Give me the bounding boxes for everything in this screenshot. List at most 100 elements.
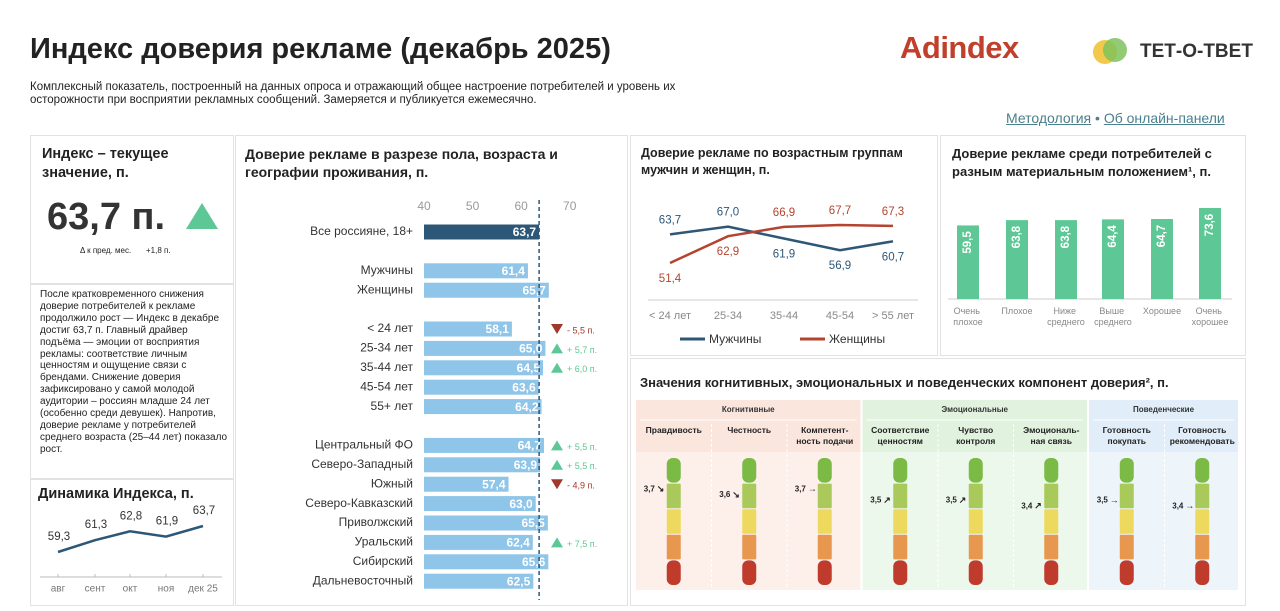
y-tick-label: Дальневосточный bbox=[313, 573, 413, 587]
thermometer-segment bbox=[666, 458, 681, 483]
thermometer-segment bbox=[1195, 509, 1210, 534]
chart-title: Доверие рекламе в разрезе пола, возраста… bbox=[245, 146, 558, 180]
x-tick-label: 35-44 bbox=[770, 310, 798, 322]
thermometer-segment bbox=[1195, 483, 1210, 509]
commentary: После кратковременного снижения доверие … bbox=[40, 289, 228, 455]
trend-label: → bbox=[1110, 495, 1119, 505]
change-label: + 5,5 п. bbox=[567, 461, 597, 471]
line bbox=[669, 225, 894, 252]
change-label: + 6,0 п. bbox=[567, 364, 597, 374]
bar bbox=[424, 573, 534, 589]
value-label: 64,7 bbox=[1156, 225, 1168, 247]
x-tick-label: Выше среднего bbox=[1094, 306, 1132, 327]
thermometer-segment bbox=[817, 509, 832, 534]
y-tick-label: Приволжский bbox=[339, 515, 413, 529]
group-label: Эмоциональные bbox=[941, 405, 1008, 414]
value-label: 67,7 bbox=[829, 205, 851, 217]
link-methodology[interactable]: Методология bbox=[1006, 110, 1092, 126]
bar bbox=[424, 476, 509, 492]
thermometer-segment bbox=[817, 560, 832, 585]
legend-label: Женщины bbox=[829, 332, 885, 346]
links: Методология • Об онлайн-панели bbox=[1006, 110, 1225, 126]
bar bbox=[1102, 219, 1124, 299]
value-label: 63,7 bbox=[659, 214, 681, 226]
x-tick-label: ноя bbox=[158, 584, 175, 595]
y-tick-label: < 24 лет bbox=[367, 321, 413, 335]
value-label: 64,5 bbox=[517, 361, 541, 375]
thermometer-segment bbox=[742, 458, 757, 483]
change-label: - 4,9 п. bbox=[567, 481, 595, 491]
bar bbox=[1055, 220, 1077, 299]
value-label: 63,8 bbox=[1011, 225, 1023, 248]
x-tick-label: < 24 лет bbox=[649, 310, 691, 322]
thermometer-segment bbox=[817, 458, 832, 483]
x-tick-label: Ниже среднего bbox=[1047, 306, 1085, 327]
group-header-bg bbox=[636, 400, 861, 452]
column-header: Правдивость bbox=[645, 425, 702, 435]
value-label: 65,0 bbox=[519, 342, 543, 356]
value-label: 63,0 bbox=[509, 497, 533, 511]
value-label: 63,8 bbox=[1060, 225, 1072, 248]
x-tick-label-line: Очень bbox=[954, 306, 983, 316]
bar bbox=[957, 225, 979, 299]
thermometer-segment bbox=[893, 534, 908, 560]
x-tick-label-line: среднего bbox=[1094, 317, 1132, 327]
thermometer-segment bbox=[742, 483, 757, 509]
thermometer-segment bbox=[666, 560, 681, 585]
x-tick-label: 70 bbox=[563, 199, 577, 213]
thermometer-segment bbox=[968, 458, 983, 483]
bar bbox=[424, 224, 540, 240]
value-label: 60,7 bbox=[882, 251, 904, 263]
group-header-bg bbox=[862, 400, 1087, 452]
x-tick-label: дек 25 bbox=[188, 584, 218, 595]
change-arrow bbox=[551, 537, 563, 548]
link-panel[interactable]: Об онлайн-панели bbox=[1103, 110, 1225, 126]
change-arrow bbox=[551, 324, 563, 334]
thermometer-segment bbox=[893, 560, 908, 585]
x-tick-label-line: плохое bbox=[953, 317, 983, 327]
value-label: 64,2 bbox=[515, 400, 539, 414]
value-label: 62,4 bbox=[506, 536, 530, 550]
thermometer-segment bbox=[666, 483, 681, 509]
x-tick-label: авг bbox=[51, 584, 66, 595]
y-tick-label: Уральский bbox=[355, 535, 413, 549]
chart-title: Доверие рекламе среди потребителей с раз… bbox=[952, 146, 1212, 179]
chart-title: Значения когнитивных, эмоциональных и по… bbox=[640, 375, 1169, 390]
line bbox=[57, 524, 204, 554]
page-subtitle: Комплексный показатель, построенный на д… bbox=[30, 81, 676, 106]
logo-adindex: Adindex bbox=[900, 30, 1019, 65]
bar bbox=[424, 554, 549, 570]
value-label: 3,4 bbox=[1021, 501, 1033, 510]
thermometer-segment bbox=[666, 509, 681, 534]
line bbox=[669, 223, 894, 265]
value-label: 61,9 bbox=[156, 516, 178, 528]
value-label: 3,7 bbox=[795, 484, 807, 493]
x-tick-label-line: Выше bbox=[1099, 306, 1126, 316]
thermometer-segment bbox=[1044, 509, 1059, 534]
x-tick-label-line: среднего bbox=[1047, 317, 1085, 327]
x-tick-label: 50 bbox=[466, 199, 480, 213]
x-tick-label: Плохое bbox=[1001, 306, 1032, 316]
bar bbox=[424, 340, 546, 356]
value-label: 3,6 bbox=[719, 490, 731, 499]
change-arrow bbox=[551, 362, 563, 373]
value-label: 65,6 bbox=[522, 555, 546, 569]
index-value: 63,7 п. bbox=[47, 196, 166, 238]
group-label: Когнитивные bbox=[722, 405, 775, 414]
change-label: - 5,5 п. bbox=[567, 325, 595, 335]
trend-label: ↘ bbox=[657, 484, 665, 494]
value-label: 63,7 bbox=[513, 225, 537, 239]
thermometer-segment bbox=[1195, 534, 1210, 560]
value-label: 59,5 bbox=[962, 231, 974, 254]
logo-tet: ТЕТ-О-ТВЕТ bbox=[1140, 41, 1253, 62]
bar bbox=[424, 399, 542, 415]
thermometer-segment bbox=[742, 560, 757, 585]
value-label: 66,9 bbox=[773, 207, 795, 219]
thermometer-segment bbox=[1195, 458, 1210, 483]
value-label: 73,6 bbox=[1204, 214, 1216, 236]
thermometer-segment bbox=[817, 483, 832, 509]
change-arrow bbox=[551, 459, 563, 470]
value-label: 61,4 bbox=[502, 264, 526, 278]
value-label: 67,0 bbox=[717, 207, 739, 219]
